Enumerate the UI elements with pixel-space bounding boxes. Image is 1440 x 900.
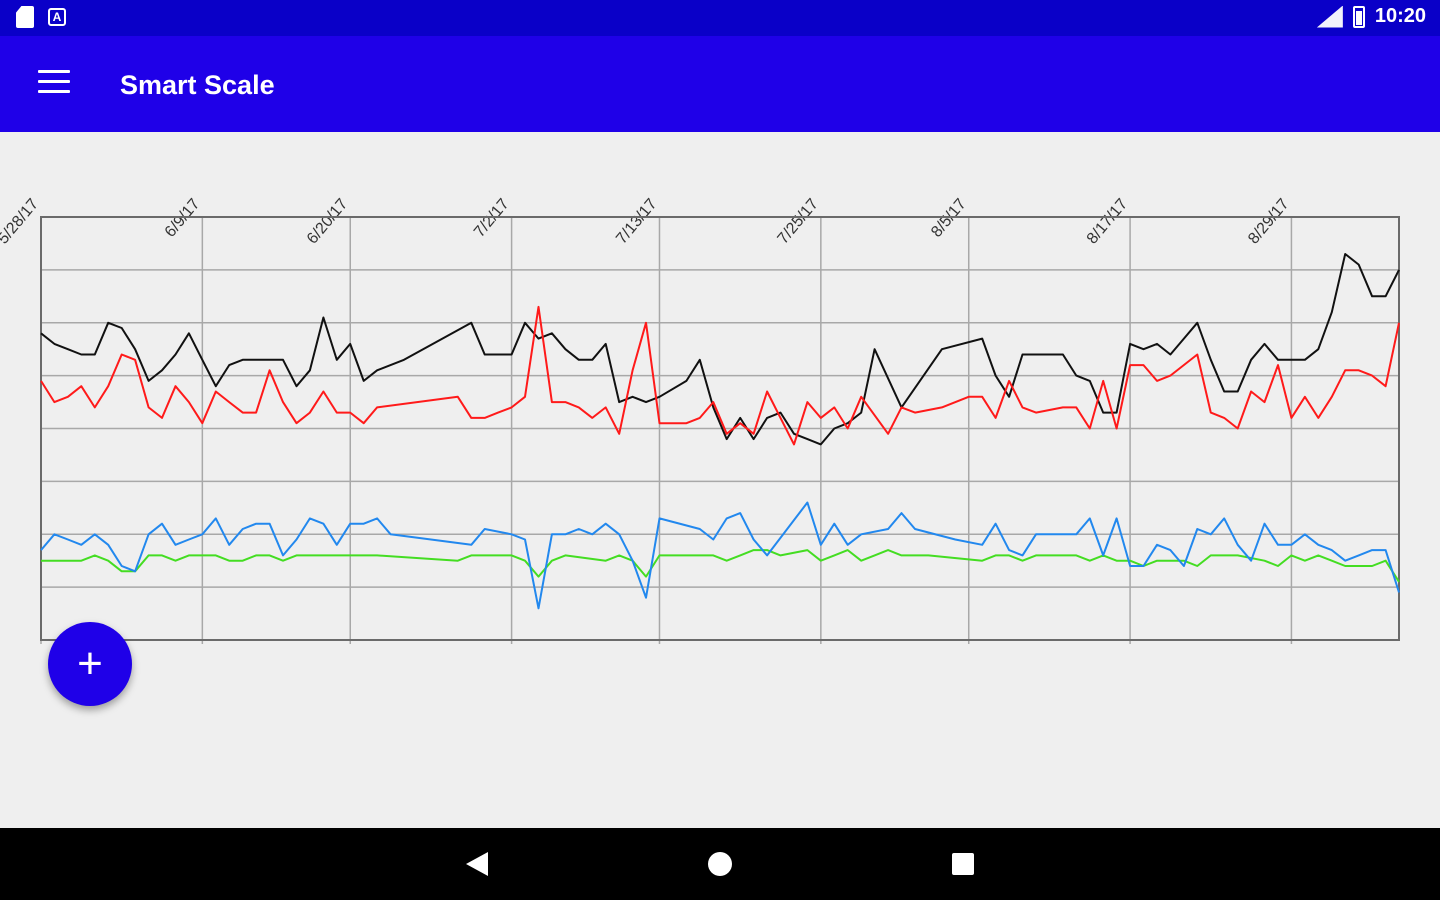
battery-icon [1352,5,1365,28]
app-bar: Smart Scale [0,36,1440,132]
plot-border [40,216,1400,641]
home-icon[interactable] [708,852,732,876]
add-measurement-button[interactable]: + [48,622,132,706]
back-icon[interactable] [466,852,488,876]
app-notification-icon: A [48,8,66,26]
sd-card-icon [16,6,34,28]
signal-icon [1316,5,1343,28]
chart-area: 5/28/17 6/9/17 6/20/17 7/2/17 7/13/17 7/25/17… [0,132,1440,861]
status-notifications: A [16,6,66,28]
navigation-bar [0,828,1440,900]
app-title: Smart Scale [120,70,275,100]
add-icon: + [77,639,103,688]
series-line-water [40,501,1400,610]
menu-icon[interactable] [38,70,70,96]
status-bar: A 10:20 [0,0,1440,36]
series-line-fat [40,305,1400,446]
recents-icon[interactable] [952,853,974,875]
series-line-lean-mass [41,549,1400,583]
status-system: 10:20 [1316,5,1426,28]
status-time: 10:20 [1374,5,1426,27]
x-tick-label: 5/28/17 [0,196,42,248]
body-composition-chart: 5/28/17 6/9/17 6/20/17 7/2/17 7/13/17 7/25/17… [0,196,1400,644]
series-line-weight [40,253,1400,446]
